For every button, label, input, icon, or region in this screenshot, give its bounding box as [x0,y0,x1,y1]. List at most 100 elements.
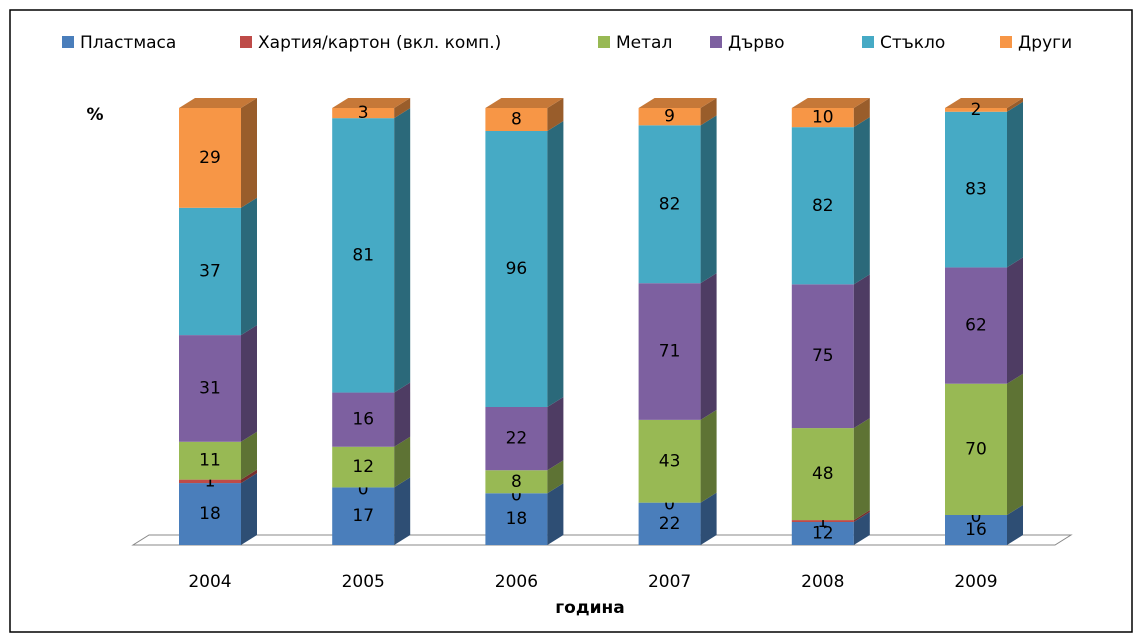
bar-segment [179,483,241,545]
data-label: 10 [812,108,834,128]
y-axis-label: % [86,105,103,125]
bar-side [241,197,257,336]
data-label: 0 [664,495,675,515]
bar-segment [945,108,1007,112]
bar-segment [332,446,395,488]
bar-segment [179,108,241,208]
bar-side [700,273,717,420]
legend-swatch [598,36,610,48]
bar-segment [638,125,701,284]
data-label: 37 [199,261,221,281]
data-label: 83 [965,180,987,200]
data-label: 29 [199,148,221,168]
bar-side [853,512,870,545]
bar-side [700,98,717,126]
data-label: 81 [352,245,374,265]
data-label: 43 [659,451,681,471]
data-label: 31 [199,378,221,398]
bar-segment [791,522,854,545]
bar-side [853,418,870,521]
legend-label: Други [1018,33,1072,53]
data-label: 17 [352,506,374,526]
bar-segment [791,428,854,521]
x-tick-label: 2004 [188,572,231,592]
data-label: 3 [358,103,369,123]
data-label: 0 [358,479,369,499]
bar-segment [638,283,701,420]
bar-side [394,108,411,393]
bar-segment [179,479,241,484]
bar-side [241,431,257,480]
bar-segment [332,487,395,545]
bar-side [853,274,870,429]
data-label: 48 [812,464,834,484]
bar-side [547,121,564,407]
bar-segment [945,514,1007,545]
floor [131,534,1073,546]
bar-side [1007,257,1023,384]
bar-top [179,98,257,108]
data-label: 82 [812,196,834,216]
x-tick-label: 2007 [648,572,691,592]
bar-segment [945,383,1007,515]
data-label: 71 [659,342,681,362]
x-axis-label: година [555,598,624,618]
bar-segment [791,520,854,522]
bar-side [1007,98,1023,112]
bar-side [700,115,717,284]
legend-swatch [1000,36,1012,48]
data-label: 0 [971,507,982,527]
bar-side [547,483,564,545]
bar-segment [485,131,548,407]
data-label: 22 [506,429,528,449]
bar-segment [332,392,395,447]
bar-top [485,98,564,108]
bar-side [547,397,564,471]
bar-segment [179,335,241,442]
bar-side [241,473,257,545]
data-label: 18 [199,504,221,524]
data-label: 16 [965,520,987,540]
data-label: 0 [511,485,522,505]
bar-side [853,98,870,128]
bar-segment [791,127,854,285]
data-label: 2 [971,100,982,120]
data-label: 70 [965,439,987,459]
data-label: 75 [812,346,834,366]
bar-side [394,382,411,447]
data-label: 11 [199,451,221,471]
bar-segment [332,108,395,119]
bar-side [394,477,411,545]
bar-side [1007,101,1023,268]
x-tick-label: 2006 [495,572,538,592]
bar-side [394,98,411,119]
bar-side [853,510,870,522]
legend-label: Стъкло [880,33,945,53]
legend-label: Дърво [728,33,785,53]
bar-top [638,98,717,108]
legend-label: Хартия/картон (вкл. комп.) [258,33,501,53]
data-label: 22 [659,514,681,534]
data-label: 16 [352,410,374,430]
data-label: 82 [659,194,681,214]
bar-segment [485,108,548,131]
data-label: 12 [812,524,834,544]
bar-segment [485,407,548,471]
bar-side [547,98,564,131]
data-label: 12 [352,457,374,477]
data-label: 8 [511,110,522,130]
legend-label: Метал [616,33,672,53]
bar-segment [638,502,701,545]
bar-side [241,98,257,208]
bar-segment [179,207,241,336]
bar-side [1007,373,1023,515]
legend-label: Пластмаса [80,33,176,53]
bar-side [241,469,257,484]
legend-swatch [710,36,722,48]
legend-swatch [62,36,74,48]
bar-segment [179,441,241,480]
data-label: 62 [965,316,987,336]
bar-segment [485,493,548,545]
bar-side [853,117,870,285]
